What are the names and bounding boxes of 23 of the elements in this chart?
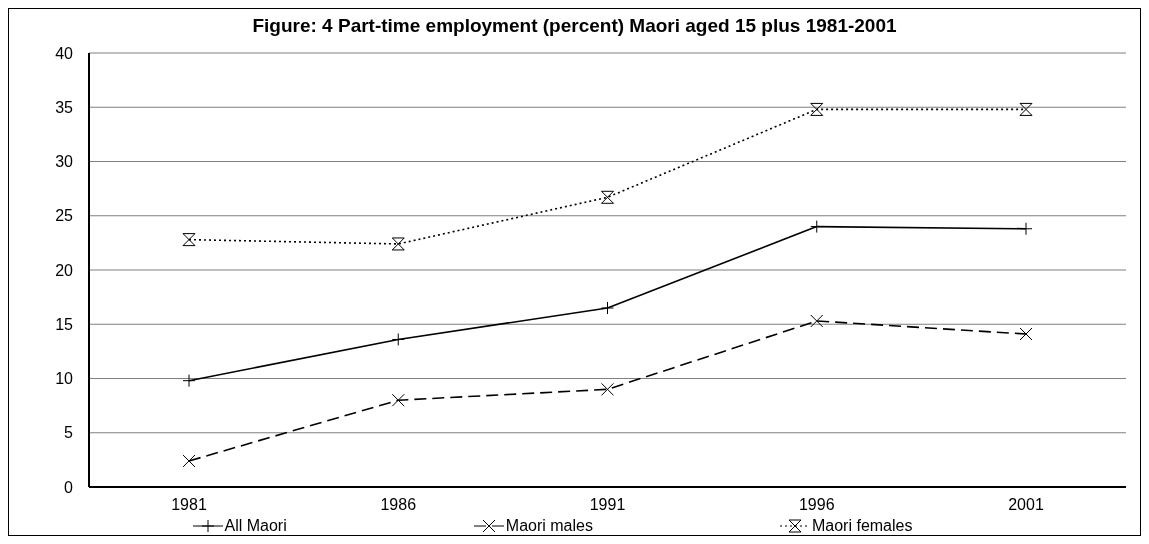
point [601, 190, 614, 204]
y-tick-label: 0 [64, 478, 74, 496]
x-tick-label: 1981 [171, 496, 207, 514]
y-tick-label: 5 [64, 424, 74, 442]
legend-label: Maori females [811, 517, 913, 535]
y-tick-label: 30 [55, 153, 74, 171]
point [810, 102, 824, 116]
point [391, 237, 405, 251]
y-tick-label: 10 [55, 370, 74, 388]
x-tick-label: 2001 [1008, 496, 1044, 514]
legend-label: All Maori [224, 517, 287, 535]
legend-label: Maori males [505, 517, 593, 535]
y-tick-label: 40 [55, 44, 74, 62]
point [1019, 102, 1033, 116]
y-tick-label: 20 [55, 261, 74, 279]
y-tick-label: 25 [55, 207, 74, 225]
chart-title: Figure: 4 Part-time employment (percent) Maori aged 15 plus 1981-2001 [251, 14, 898, 38]
y-tick-label: 15 [55, 315, 74, 333]
point [182, 233, 196, 247]
y-tick-label: 35 [55, 98, 74, 116]
x-tick-label: 1986 [380, 496, 417, 514]
x-tick-label: 1996 [798, 496, 835, 514]
x-tick-label: 1991 [589, 496, 626, 514]
